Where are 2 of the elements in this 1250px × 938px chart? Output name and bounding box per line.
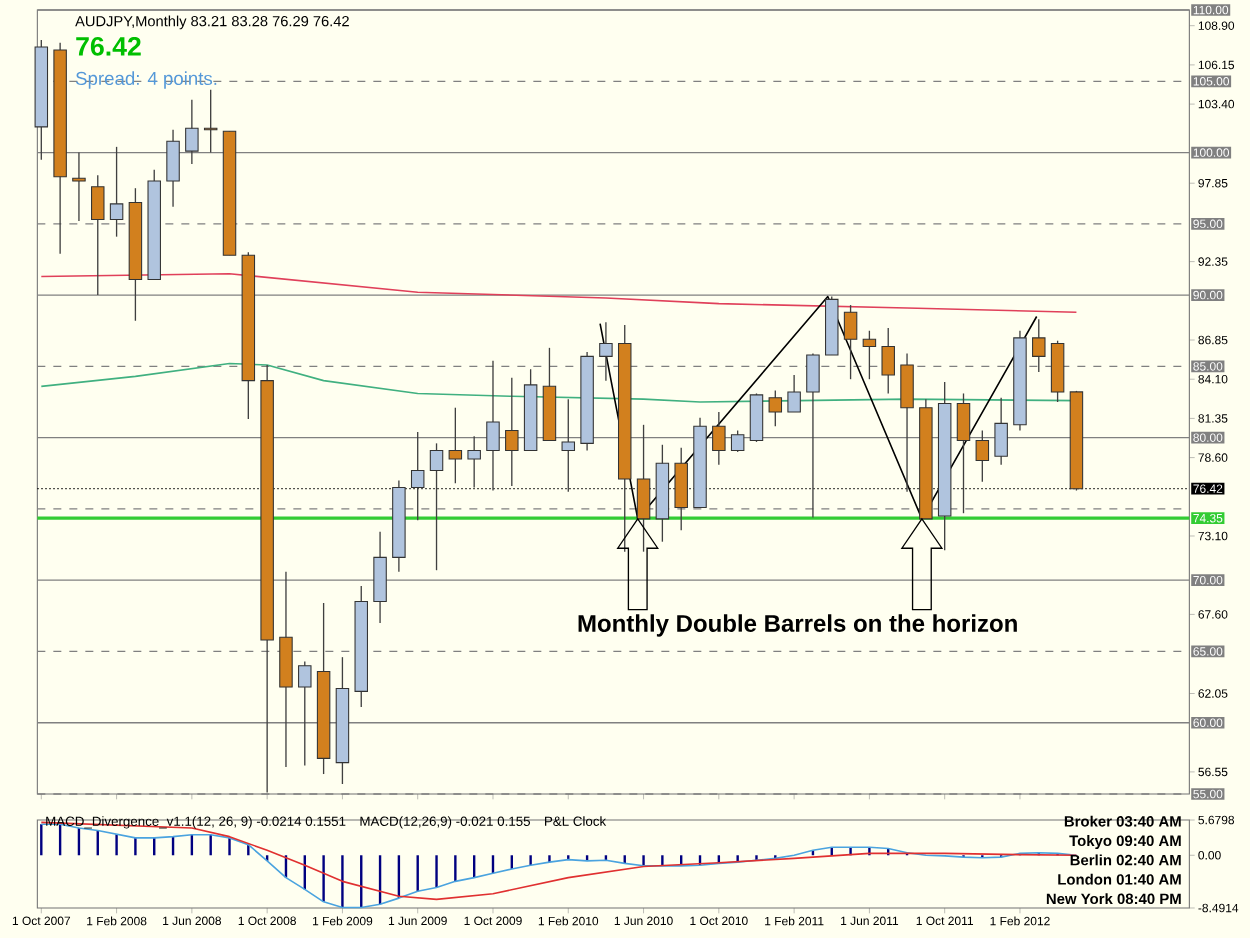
annotation: Monthly Double Barrels on the horizon xyxy=(578,614,1017,637)
text: 76.42 xyxy=(76,36,141,56)
